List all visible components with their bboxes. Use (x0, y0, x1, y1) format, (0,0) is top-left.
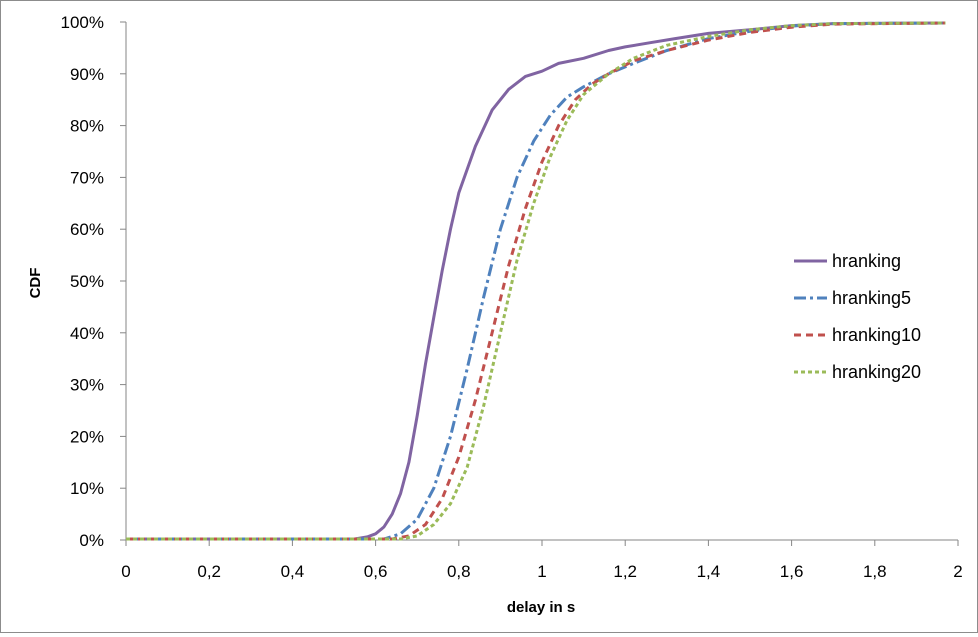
y-tick-label: 60% (70, 220, 104, 239)
y-tick-label: 70% (70, 168, 104, 187)
y-axis-title: CDF (27, 268, 44, 299)
x-tick-label: 1 (537, 562, 546, 581)
axes: 0% 10% 20% 30% 40% 50% 60% 70% 80% 90% 100% 0 0,2 0,4… (61, 13, 963, 581)
x-axis-title: delay in s (507, 599, 575, 616)
x-tick-label: 1,4 (697, 562, 721, 581)
legend-label: hranking10 (832, 325, 921, 345)
legend: hranking hranking5 hranking10 hranking20 (794, 251, 921, 382)
x-tick-label: 0,2 (197, 562, 221, 581)
y-tick-label: 100% (61, 13, 104, 32)
y-tick-label: 80% (70, 117, 104, 136)
series-line-hranking (126, 21, 946, 541)
y-tick-label: 10% (70, 479, 104, 498)
x-tick-label: 1,8 (863, 562, 887, 581)
legend-label: hranking (832, 251, 901, 271)
series-line-hranking20 (126, 21, 946, 541)
y-tick-label: 90% (70, 65, 104, 84)
x-tick-label: 0,4 (281, 562, 305, 581)
series-line-hranking10 (126, 21, 946, 541)
x-tick-label: 1,6 (780, 562, 804, 581)
series-line-hranking5 (126, 21, 946, 541)
y-tick-label: 30% (70, 376, 104, 395)
x-tick-label: 0 (121, 562, 130, 581)
y-tick-label: 20% (70, 427, 104, 446)
y-tick-label: 40% (70, 324, 104, 343)
x-tick-label: 0,6 (364, 562, 388, 581)
legend-label: hranking5 (832, 288, 911, 308)
series-lines (126, 21, 946, 541)
x-tick-label: 2 (953, 562, 962, 581)
y-tick-label: 50% (70, 272, 104, 291)
x-tick-label: 0,8 (447, 562, 471, 581)
legend-label: hranking20 (832, 362, 921, 382)
x-tick-label: 1,2 (613, 562, 637, 581)
y-tick-label: 0% (79, 531, 104, 550)
